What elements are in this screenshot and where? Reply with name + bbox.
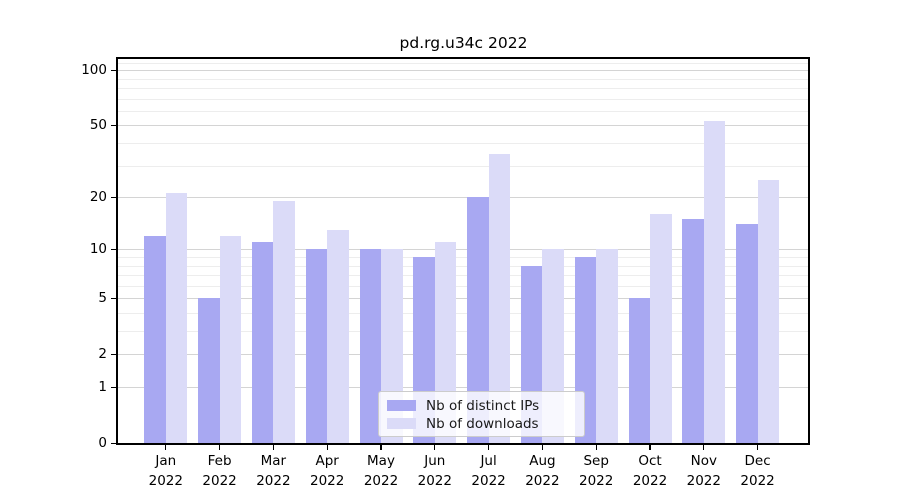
plot-area bbox=[116, 57, 810, 445]
gridline-minor bbox=[118, 265, 808, 267]
gridline-major bbox=[118, 125, 808, 127]
x-tick-label: Oct 2022 bbox=[632, 453, 668, 489]
legend-item-downloads: Nb of downloads bbox=[387, 415, 576, 432]
y-tick-label: 10 bbox=[89, 241, 107, 258]
bar-distinct-ips-oct bbox=[628, 298, 650, 443]
bar-distinct-ips-dec bbox=[736, 224, 758, 443]
gridline-major bbox=[118, 197, 808, 199]
x-tick-mark bbox=[272, 445, 275, 450]
gridline-minor bbox=[118, 88, 808, 89]
bar-distinct-ips-nov bbox=[682, 219, 704, 443]
x-tick-mark bbox=[434, 445, 436, 450]
bar-downloads-feb bbox=[219, 235, 242, 443]
gridline-minor bbox=[118, 78, 808, 80]
x-tick-mark bbox=[380, 445, 382, 450]
gridline-minor bbox=[118, 256, 808, 258]
y-tick-mark bbox=[111, 69, 116, 71]
gridline-minor bbox=[118, 165, 808, 167]
bar-distinct-ips-may bbox=[359, 249, 381, 443]
gridline-major bbox=[118, 387, 808, 388]
bar-downloads-jul bbox=[488, 153, 511, 443]
bar-downloads-jan bbox=[165, 193, 188, 443]
x-tick-label: Sep 2022 bbox=[579, 453, 614, 489]
y-tick-label: 2 bbox=[98, 346, 107, 363]
y-tick-mark bbox=[111, 442, 116, 444]
legend-label-downloads: Nb of downloads bbox=[426, 415, 539, 432]
bar-distinct-ips-jan bbox=[144, 235, 166, 443]
x-tick-mark bbox=[595, 445, 597, 450]
bar-downloads-mar bbox=[273, 201, 295, 443]
bars-layer bbox=[118, 59, 808, 443]
gridline-minor bbox=[118, 110, 808, 112]
legend: Nb of distinct IPs Nb of downloads bbox=[378, 391, 585, 437]
x-tick-label: Apr 2022 bbox=[310, 453, 345, 489]
gridline-minor bbox=[118, 275, 808, 277]
y-tick-mark bbox=[111, 248, 116, 251]
x-tick-label: Jun 2022 bbox=[417, 453, 452, 489]
y-tick-mark bbox=[111, 297, 116, 300]
gridline-major bbox=[118, 70, 808, 72]
bar-distinct-ips-feb bbox=[198, 298, 220, 443]
x-tick-label: Mar 2022 bbox=[256, 453, 291, 489]
y-tick-mark bbox=[111, 353, 116, 356]
bar-distinct-ips-mar bbox=[251, 242, 274, 443]
x-tick-mark bbox=[488, 445, 490, 450]
bar-downloads-nov bbox=[703, 120, 726, 443]
x-tick-label: Nov 2022 bbox=[686, 453, 721, 489]
x-tick-mark bbox=[649, 445, 651, 450]
legend-swatch-downloads bbox=[387, 418, 416, 429]
gridline-minor bbox=[118, 331, 808, 332]
x-tick-mark bbox=[541, 445, 544, 450]
gridline-minor bbox=[118, 98, 808, 100]
y-tick-label: 1 bbox=[98, 379, 107, 395]
bar-downloads-sep bbox=[596, 249, 618, 443]
bar-downloads-oct bbox=[650, 214, 672, 443]
bar-downloads-dec bbox=[757, 179, 780, 443]
bar-downloads-apr bbox=[327, 229, 349, 443]
y-tick-label: 100 bbox=[81, 62, 107, 79]
gridline-major bbox=[118, 354, 808, 356]
bar-distinct-ips-jul bbox=[467, 197, 489, 443]
gridlines-layer bbox=[118, 59, 808, 443]
y-tick-label: 0 bbox=[98, 435, 107, 451]
x-tick-mark bbox=[326, 445, 328, 450]
x-tick-label: Dec 2022 bbox=[740, 453, 775, 489]
x-tick-label: Jan 2022 bbox=[148, 453, 183, 489]
gridline-minor bbox=[118, 143, 808, 144]
y-tick-label: 50 bbox=[89, 117, 107, 134]
gridline-minor bbox=[118, 312, 808, 314]
legend-item-distinct-ips: Nb of distinct IPs bbox=[387, 397, 576, 414]
bar-distinct-ips-apr bbox=[305, 249, 328, 443]
y-tick-mark bbox=[111, 386, 116, 388]
y-tick-mark bbox=[111, 196, 116, 198]
x-tick-label: Jul 2022 bbox=[471, 453, 506, 489]
gridline-minor bbox=[118, 285, 808, 287]
gridline-minor bbox=[118, 62, 808, 64]
x-tick-mark bbox=[703, 445, 705, 450]
legend-swatch-distinct-ips bbox=[387, 400, 416, 411]
chart-title: pd.rg.u34c 2022 bbox=[399, 34, 528, 52]
y-tick-label: 5 bbox=[98, 290, 107, 307]
gridline-major bbox=[118, 249, 808, 251]
x-tick-mark bbox=[219, 445, 221, 450]
x-tick-mark bbox=[165, 445, 167, 450]
legend-label-distinct-ips: Nb of distinct IPs bbox=[426, 397, 540, 414]
x-tick-label: Feb 2022 bbox=[202, 453, 237, 489]
x-tick-label: Aug 2022 bbox=[525, 453, 560, 489]
y-tick-mark bbox=[111, 124, 116, 127]
y-tick-label: 20 bbox=[89, 189, 107, 206]
x-tick-label: May 2022 bbox=[363, 453, 399, 489]
x-tick-mark bbox=[757, 445, 759, 450]
gridline-major bbox=[118, 298, 808, 300]
